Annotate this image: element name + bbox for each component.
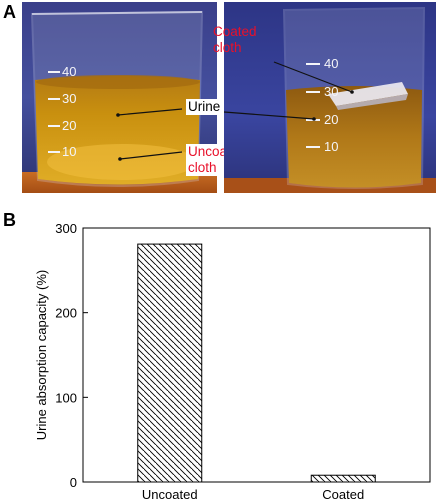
x-axis-labels: Uncoated Coated — [142, 487, 364, 502]
bar-uncoated — [137, 243, 203, 483]
y-tick-label: 100 — [55, 390, 77, 405]
left-mark-10: 10 — [62, 144, 76, 159]
y-tick-label: 0 — [70, 475, 77, 490]
photo-uncoated-beaker: 40 30 20 10 — [22, 2, 217, 193]
photo-coated-beaker: 40 30 20 10 — [224, 2, 436, 193]
label-coated-cloth: Coated cloth — [213, 24, 257, 55]
y-axis-title: Urine absorption capacity (%) — [34, 270, 49, 441]
left-mark-40: 40 — [62, 64, 76, 79]
x-tick-label-coated: Coated — [322, 487, 364, 502]
y-axis: 0 100 200 300 — [55, 221, 88, 490]
bars-group — [137, 243, 376, 483]
x-tick-label-uncoated: Uncoated — [142, 487, 198, 502]
left-mark-20: 20 — [62, 118, 76, 133]
left-mark-30: 30 — [62, 91, 76, 106]
right-mark-10: 10 — [324, 139, 338, 154]
y-tick-label: 300 — [55, 221, 77, 236]
y-tick-label: 200 — [55, 306, 77, 321]
right-mark-30: 30 — [324, 84, 338, 99]
right-mark-20: 20 — [324, 112, 338, 127]
absorption-bar-chart: 0 100 200 300 Uncoated Coated Urine absorpti… — [34, 221, 431, 502]
panel-label-b: B — [3, 210, 16, 230]
bar-coated — [310, 474, 376, 483]
label-urine: Urine — [186, 99, 223, 115]
plot-frame — [82, 227, 431, 483]
panel-label-a: A — [3, 2, 16, 22]
right-mark-40: 40 — [324, 56, 338, 71]
